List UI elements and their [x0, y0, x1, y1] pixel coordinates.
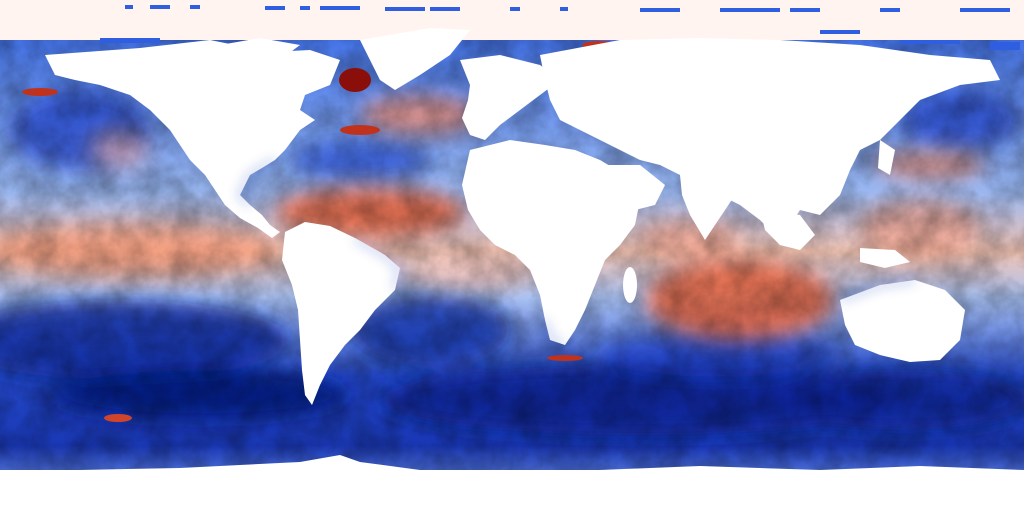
ice-dash [900, 40, 960, 44]
ice-dash [990, 42, 1020, 50]
ice-dash [265, 6, 285, 10]
greenland [360, 28, 470, 90]
new-guinea [860, 248, 910, 268]
ice-dash [190, 5, 200, 9]
southeast-asia [760, 210, 815, 250]
ice-dash [640, 8, 680, 12]
asia [540, 38, 1000, 235]
coast-rim [839, 278, 916, 302]
ice-dash [880, 8, 900, 12]
indian-subcontinent [680, 175, 735, 240]
arabian-peninsula [605, 165, 665, 210]
north-america [45, 40, 340, 238]
europe [460, 55, 560, 140]
ice-dash [430, 7, 460, 11]
ice-dash [100, 38, 160, 43]
hot-spot [104, 414, 132, 422]
coast-rim [543, 319, 566, 347]
ice-dash [820, 30, 860, 34]
ice-dash [150, 5, 170, 9]
hot-spot [339, 68, 371, 92]
madagascar [623, 267, 637, 303]
ice-dash [790, 8, 820, 12]
ice-dash [300, 6, 310, 10]
ice-dash [320, 6, 360, 10]
ice-dash [720, 8, 780, 12]
hot-spot [22, 88, 58, 96]
ice-dash [510, 7, 520, 11]
coast-rim [354, 236, 402, 291]
australia [840, 280, 965, 362]
ice-dash [125, 5, 133, 9]
land-masses [0, 28, 1024, 512]
coast-rim [238, 158, 276, 207]
coastal-rims [238, 158, 916, 347]
ice-edge-dashes [100, 5, 1020, 50]
arctic-islands [220, 38, 300, 62]
africa [462, 140, 640, 345]
ice-dash [560, 7, 568, 11]
antarctica [0, 455, 1024, 512]
ice-dash [385, 7, 425, 11]
ice-dash [960, 8, 1010, 12]
hot-spot [340, 125, 380, 135]
hot-spot [547, 355, 583, 361]
japan [878, 140, 895, 175]
south-america [282, 222, 400, 405]
